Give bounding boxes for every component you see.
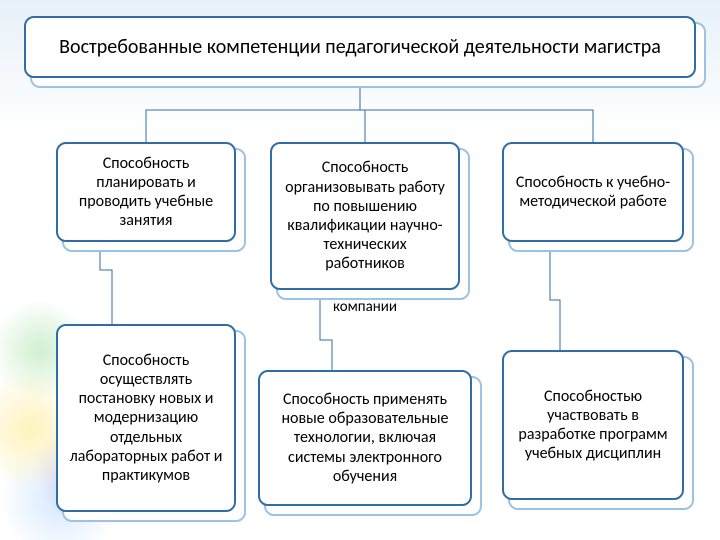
leaf-2-0: Способностью участвовать в разработке пр…: [502, 350, 684, 500]
branch-0-label: Способность планировать и проводить учеб…: [68, 154, 224, 231]
branch-2: Способность к учебно-методической работе: [502, 142, 684, 242]
branch-0: Способность планировать и проводить учеб…: [56, 142, 236, 242]
leaf-1-0: Способность применять новые образователь…: [258, 370, 472, 506]
connector: [146, 110, 593, 142]
root-node-label: Востребованные компетенции педагогическо…: [59, 35, 661, 59]
branch-2-label: Способность к учебно-методической работе: [514, 173, 672, 211]
branch-1-label: Способность организовывать работу по пов…: [282, 158, 448, 273]
leaf-0-0: Способность осуществлять постановку новы…: [56, 324, 236, 512]
leaf-1-0-label: Способность применять новые образователь…: [270, 390, 460, 486]
root-node: Востребованные компетенции педагогическо…: [24, 16, 696, 78]
leaf-2-0-label: Способностью участвовать в разработке пр…: [514, 387, 672, 464]
leaf-0-0-label: Способность осуществлять постановку новы…: [68, 351, 224, 485]
connector: [550, 242, 560, 350]
connector: [100, 242, 112, 324]
branch-1: Способность организовывать работу по пов…: [270, 142, 460, 290]
branch-1-subtext: компании: [300, 298, 430, 316]
